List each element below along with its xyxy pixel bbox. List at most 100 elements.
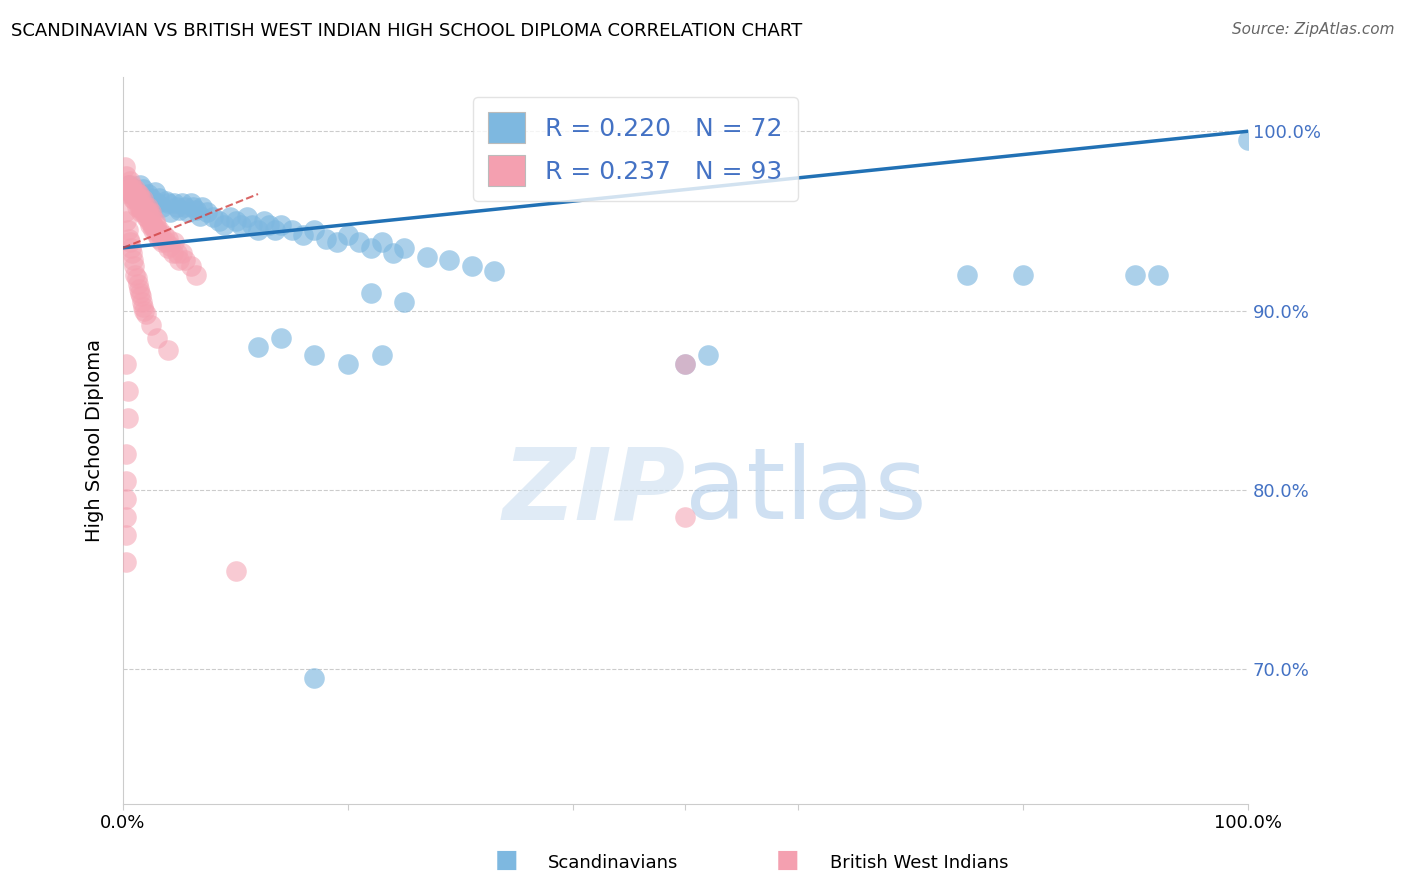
Point	[163, 235, 186, 250]
Point	[125, 193, 148, 207]
Point	[157, 343, 180, 358]
Y-axis label: High School Diploma: High School Diploma	[86, 339, 104, 542]
Point	[1237, 133, 1260, 147]
Point	[115, 358, 138, 372]
Point	[170, 246, 193, 260]
Point	[697, 349, 720, 363]
Point	[129, 289, 152, 303]
Point	[141, 191, 163, 205]
Point	[129, 200, 152, 214]
Point	[128, 282, 150, 296]
Point	[141, 214, 163, 228]
Point	[118, 235, 141, 250]
Point	[139, 211, 162, 225]
Point	[146, 196, 169, 211]
Point	[124, 187, 146, 202]
Point	[131, 294, 153, 309]
Point	[115, 214, 138, 228]
Point	[152, 200, 174, 214]
Point	[120, 187, 142, 202]
Point	[675, 510, 697, 524]
Point	[117, 178, 139, 192]
Point	[242, 218, 264, 232]
Point	[360, 285, 382, 300]
Point	[270, 218, 292, 232]
Point	[159, 205, 181, 219]
Point	[118, 182, 141, 196]
Point	[170, 196, 193, 211]
Point	[304, 349, 326, 363]
Point	[162, 246, 184, 260]
Point	[337, 358, 360, 372]
Point	[129, 193, 152, 207]
Point	[129, 178, 152, 192]
Text: British West Indians: British West Indians	[830, 855, 1008, 872]
Point	[264, 223, 287, 237]
Point	[174, 200, 197, 214]
Point	[169, 203, 191, 218]
Point	[219, 211, 242, 225]
Point	[121, 182, 143, 196]
Point	[143, 214, 166, 228]
Point	[127, 193, 149, 207]
Point	[138, 214, 160, 228]
Point	[461, 259, 484, 273]
Point	[128, 187, 150, 202]
Point	[148, 223, 170, 237]
Point	[122, 193, 145, 207]
Point	[382, 246, 405, 260]
Point	[122, 182, 145, 196]
Point	[180, 259, 202, 273]
Point	[118, 178, 141, 192]
Point	[146, 223, 169, 237]
Point	[114, 205, 136, 219]
Point	[146, 228, 169, 243]
Point	[142, 218, 165, 232]
Point	[326, 235, 349, 250]
Point	[115, 447, 138, 461]
Point	[129, 205, 152, 219]
Point	[186, 268, 208, 282]
Point	[135, 193, 157, 207]
Point	[181, 200, 204, 214]
Point	[115, 555, 138, 569]
Point	[118, 232, 141, 246]
Point	[157, 232, 180, 246]
Point	[115, 528, 138, 542]
Text: atlas: atlas	[686, 443, 927, 540]
Point	[134, 205, 156, 219]
Point	[127, 277, 149, 291]
Point	[148, 191, 170, 205]
Point	[132, 300, 155, 314]
Point	[1147, 268, 1170, 282]
Point	[121, 187, 143, 202]
Point	[117, 223, 139, 237]
Point	[439, 253, 461, 268]
Point	[304, 223, 326, 237]
Point	[236, 211, 259, 225]
Point	[180, 196, 202, 211]
Point	[177, 205, 200, 219]
Point	[136, 187, 159, 202]
Point	[152, 228, 174, 243]
Point	[956, 268, 979, 282]
Point	[169, 253, 191, 268]
Point	[143, 186, 166, 200]
Point	[136, 200, 159, 214]
Point	[122, 253, 145, 268]
Point	[117, 384, 139, 399]
Point	[349, 235, 371, 250]
Point	[1125, 268, 1147, 282]
Point	[121, 187, 143, 202]
Point	[128, 200, 150, 214]
Point	[120, 178, 142, 192]
Point	[118, 187, 141, 202]
Point	[157, 196, 180, 211]
Point	[141, 318, 163, 332]
Point	[143, 223, 166, 237]
Point	[484, 264, 506, 278]
Point	[214, 218, 236, 232]
Point	[124, 259, 146, 273]
Point	[675, 358, 697, 372]
Point	[124, 182, 146, 196]
